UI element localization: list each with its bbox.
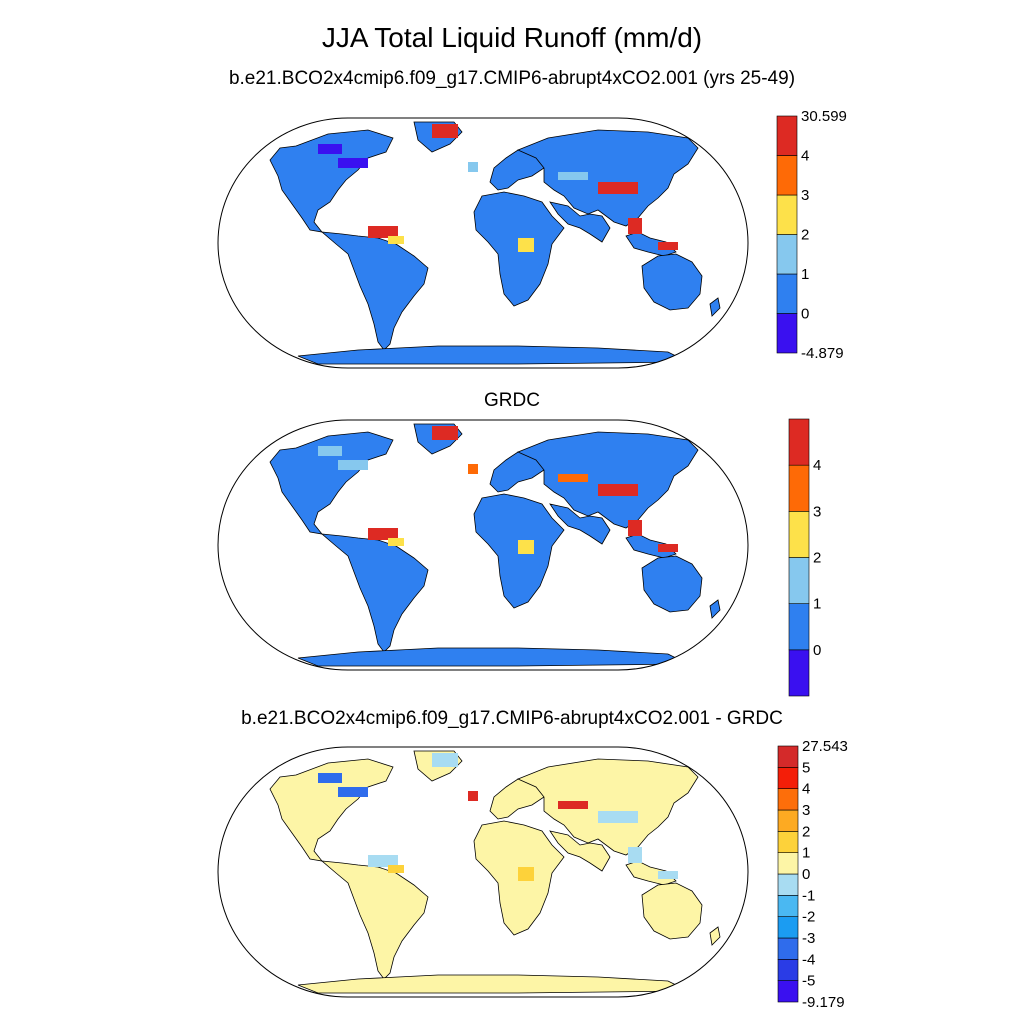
colorbar-swatch [776,234,798,275]
map-value-patch [598,484,638,496]
colorbar-swatch [777,852,799,875]
map-value-patch [658,242,678,250]
map-border [217,746,749,998]
colorbar-label: 30.599 [801,108,847,125]
map-value-patch [628,847,642,863]
colorbar-2: 0 1 2 3 4 [788,418,821,697]
map-value-patch [368,528,398,540]
colorbar-swatch [776,115,798,156]
map-value-patch [628,520,642,536]
colorbar-label: -4 [802,951,815,968]
continents-layer [269,423,721,667]
map-value-patch [558,801,588,809]
colorbar-label: 3 [802,802,810,819]
colorbar-label: -3 [802,930,815,947]
colorbar-swatch [777,873,799,896]
map-value-patch [388,538,404,546]
map-value-patch [318,446,342,456]
colorbar-swatch [788,557,810,604]
colorbar-swatch [788,418,810,466]
map-value-patch [318,773,342,783]
colorbar-label: 2 [802,823,810,840]
colorbar-swatch [776,313,798,354]
colorbar-label: 1 [813,596,821,613]
colorbar-label: 27.543 [802,738,848,755]
colorbar-label: 4 [801,148,809,165]
colorbar-swatch [777,809,799,832]
continents-layer [269,750,721,994]
map-value-patch [598,811,638,823]
colorbar-label: 3 [813,503,821,520]
colorbar-swatch [776,155,798,196]
colorbar-swatch [777,788,799,811]
map-value-patch [388,865,404,873]
colorbar-label: -5 [802,973,815,990]
colorbar-label: 0 [801,306,809,323]
map-value-patch [558,172,588,180]
map-value-patch [658,544,678,552]
colorbar-swatch [777,767,799,789]
colorbar-swatch [777,895,799,917]
map-value-patch [628,218,642,234]
map-value-patch [432,426,458,440]
colorbar-swatch [788,464,810,512]
colorbar-swatch [777,745,799,768]
colorbar-label: 5 [802,759,810,776]
map-value-patch [338,460,368,470]
colorbar-label: 0 [813,642,821,659]
colorbar-1: -4.879 0 1 2 3 4 30.599 [776,108,847,362]
map-value-patch [468,464,478,474]
colorbar-swatch [777,980,799,1003]
map-value-patch [388,236,404,244]
panel-1-title: b.e21.BCO2x4cmip6.f09_g17.CMIP6-abrupt4x… [228,68,796,89]
map-value-patch [468,791,478,801]
panel-3-title: b.e21.BCO2x4cmip6.f09_g17.CMIP6-abrupt4x… [241,708,783,729]
map-value-patch [368,226,398,238]
map-value-patch [518,540,534,554]
panel-2-title: GRDC [484,390,540,411]
map-value-patch [338,787,368,797]
map-value-patch [658,871,678,879]
colorbar-swatch [788,603,810,651]
map-value-patch [432,124,458,138]
map-value-patch [468,162,478,172]
colorbar-label: 4 [802,781,810,798]
colorbar-swatch [788,511,810,558]
colorbar-label: -2 [802,909,815,926]
colorbar-swatch [777,916,799,939]
colorbar-label: 2 [813,550,821,567]
colorbar-swatch [777,831,799,853]
map-value-patch [368,855,398,867]
colorbar-swatch [776,194,798,235]
map-panel-3 [217,746,749,998]
colorbar-label: 3 [801,187,809,204]
colorbar-label: 4 [813,457,821,474]
colorbar-swatch [776,273,798,314]
map-value-patch [318,144,342,154]
map-border [217,419,749,671]
map-border [217,117,749,369]
colorbar-label: -1 [802,887,815,904]
colorbar-swatch [788,649,810,697]
main-title: JJA Total Liquid Runoff (mm/d) [321,22,703,53]
map-panel-2 [217,419,749,671]
colorbar-label: -9.179 [802,994,845,1011]
continents-layer [269,121,721,365]
map-value-patch [598,182,638,194]
colorbar-label: 0 [802,866,810,883]
colorbar-swatch [777,937,799,960]
colorbar-label: 1 [801,266,809,283]
map-value-patch [432,753,458,767]
colorbar-3: -9.179 -5 -4 -3 -2 -1 0 1 2 3 4 5 27.543 [777,738,848,1011]
colorbar-label: -4.879 [801,345,844,362]
colorbar-label: 1 [802,845,810,862]
map-value-patch [558,474,588,482]
map-panel-1 [217,117,749,369]
colorbar-swatch [777,959,799,981]
map-value-patch [518,238,534,252]
map-value-patch [338,158,368,168]
map-value-patch [518,867,534,881]
colorbar-label: 2 [801,227,809,244]
